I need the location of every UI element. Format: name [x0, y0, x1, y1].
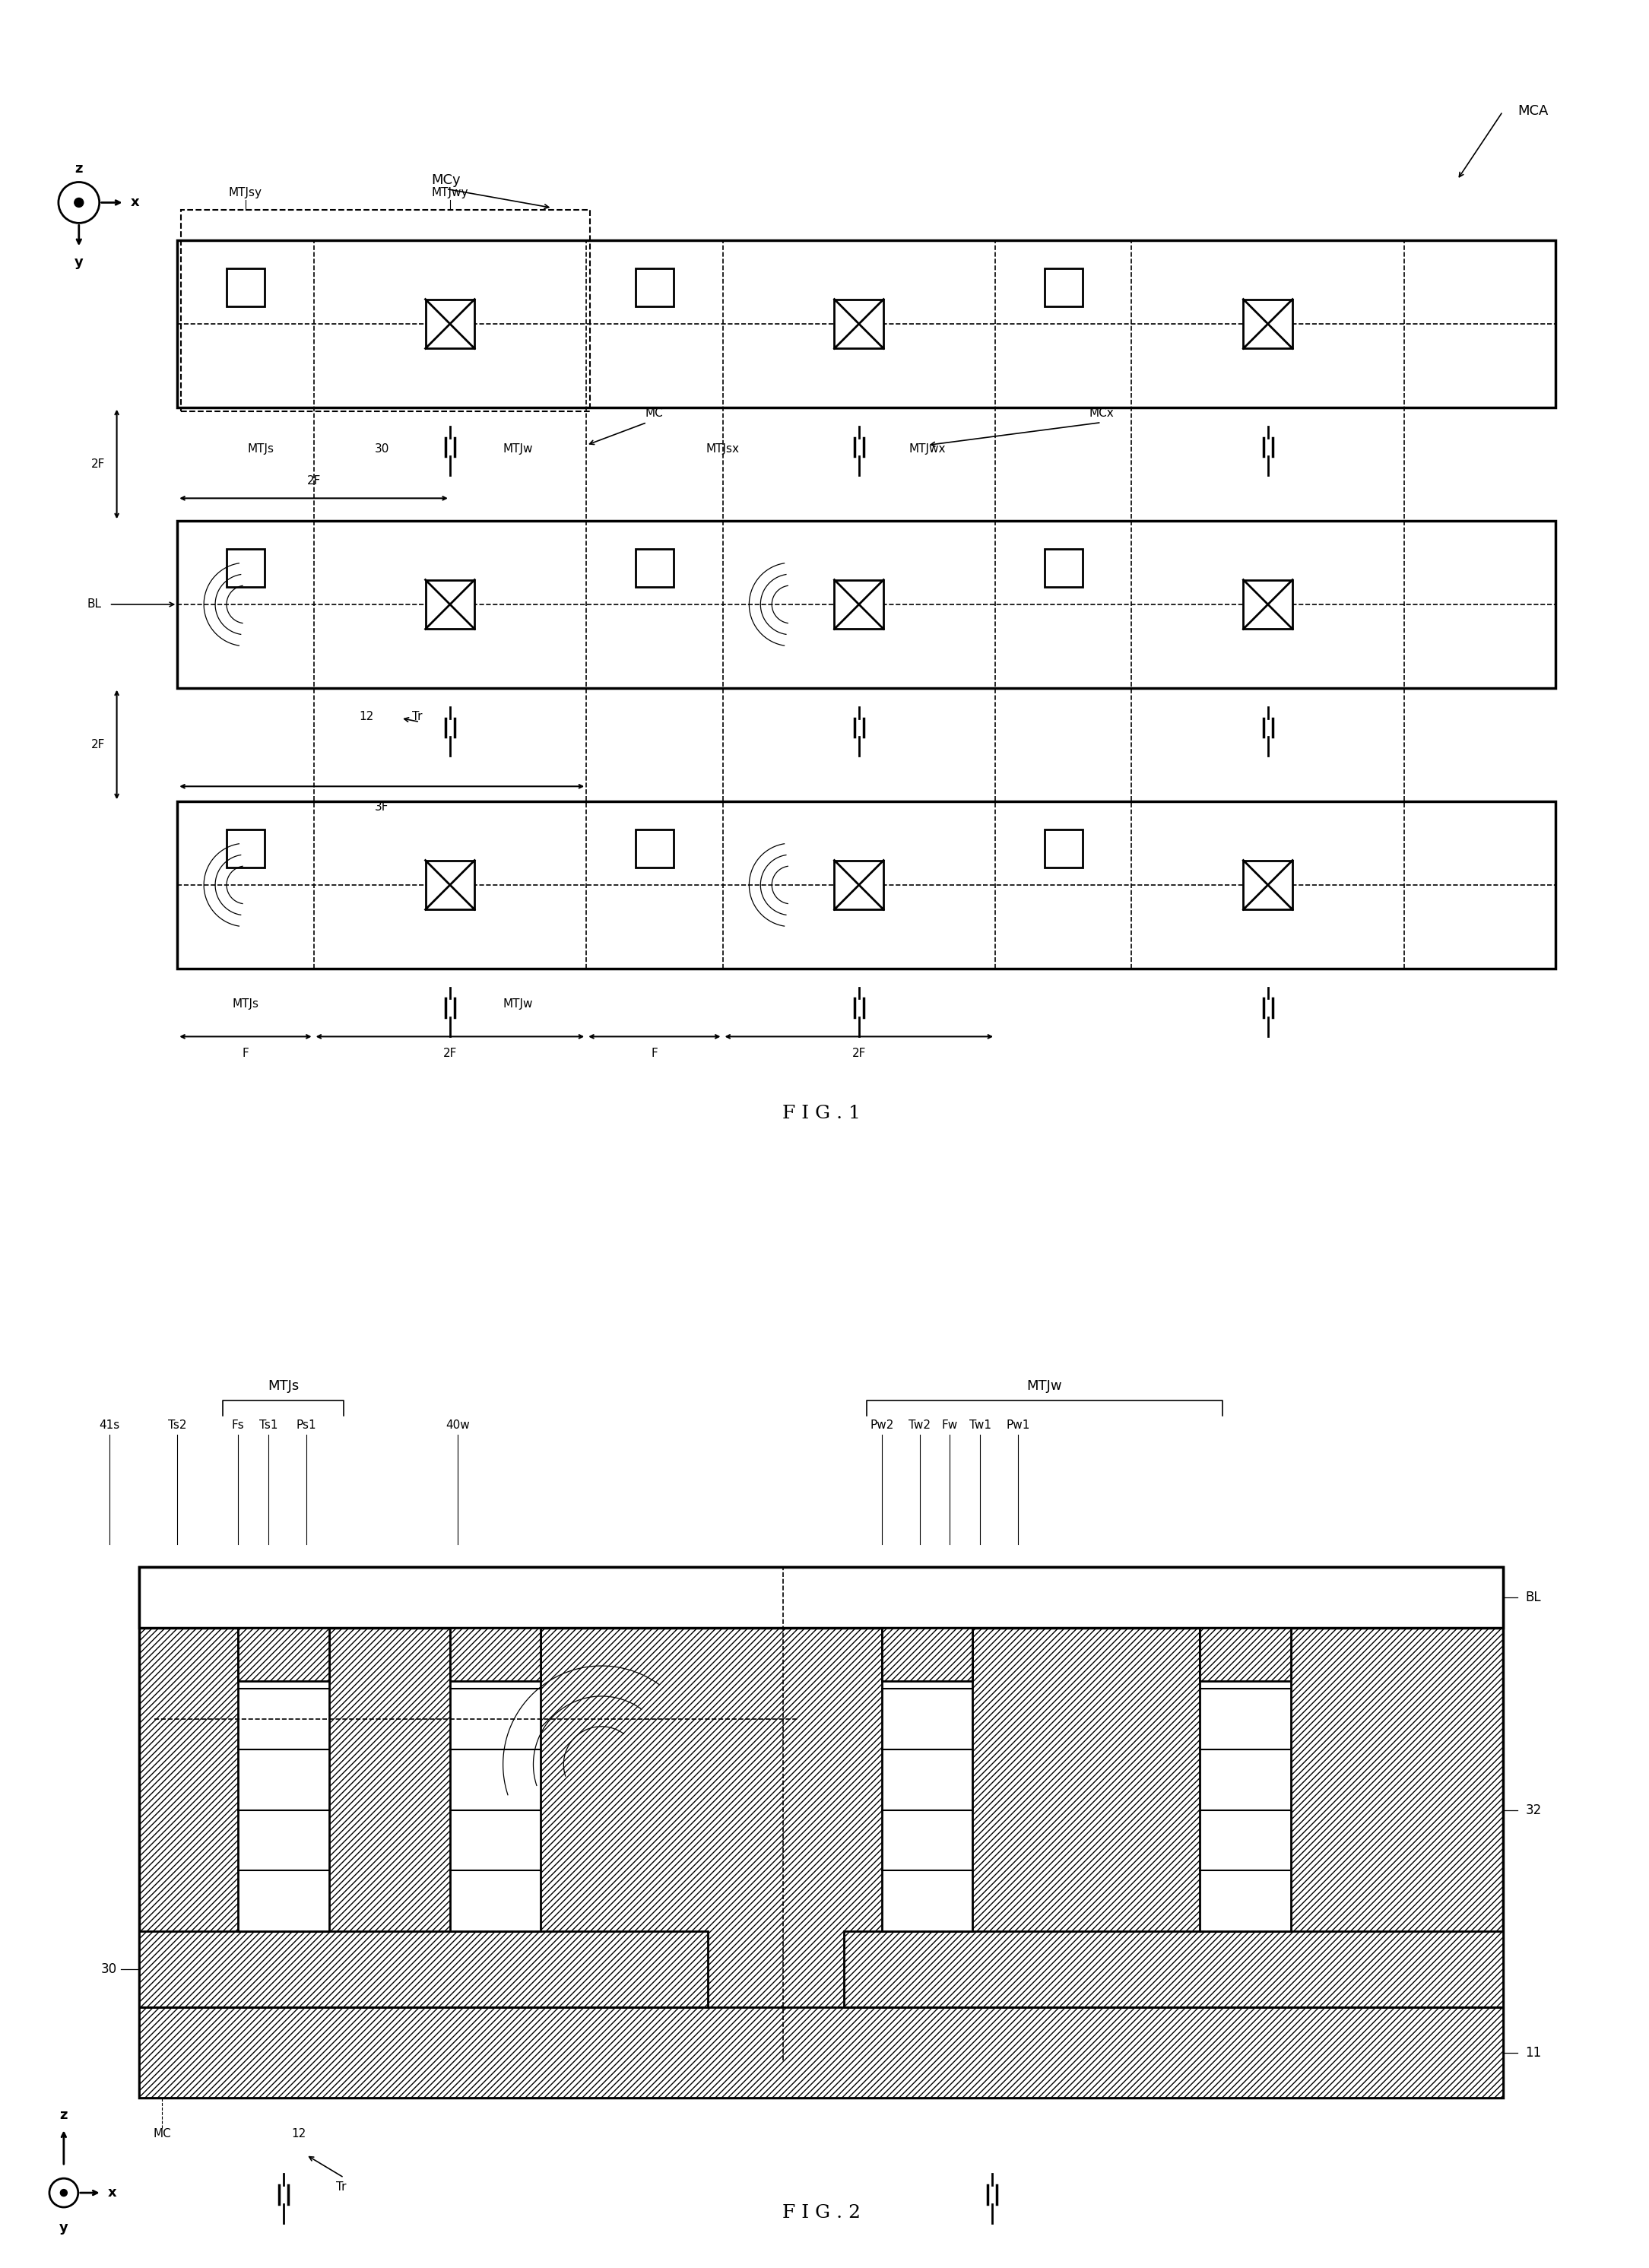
Text: Ts1: Ts1	[259, 1420, 277, 1431]
Bar	[178, 522, 1555, 687]
Text: Ts2: Ts2	[168, 1420, 186, 1431]
Text: MTJwx: MTJwx	[909, 442, 945, 454]
Bar	[834, 299, 884, 349]
Bar	[844, 1932, 1502, 2007]
Bar	[1044, 268, 1082, 306]
Text: 11: 11	[1525, 2046, 1542, 2059]
Text: 2F: 2F	[91, 739, 106, 751]
Bar	[140, 1932, 707, 2007]
Text: 32: 32	[1525, 1803, 1542, 1817]
Bar	[1200, 1628, 1291, 1681]
Bar	[226, 268, 264, 306]
Text: MTJw: MTJw	[503, 442, 533, 454]
Text: MTJsx: MTJsx	[706, 442, 739, 454]
Text: Pw1: Pw1	[1006, 1420, 1031, 1431]
Bar	[178, 240, 1555, 408]
Text: MCy: MCy	[432, 175, 460, 188]
Bar	[425, 581, 475, 628]
Bar	[635, 268, 673, 306]
Text: Ps1: Ps1	[295, 1420, 317, 1431]
Bar	[181, 211, 590, 411]
Bar	[834, 860, 884, 909]
Text: 40w: 40w	[445, 1420, 470, 1431]
Bar	[1200, 1628, 1291, 1681]
Bar	[425, 299, 475, 349]
Bar	[882, 1628, 973, 1681]
Text: 2F: 2F	[307, 476, 320, 488]
Text: MTJw: MTJw	[503, 998, 533, 1009]
Bar	[178, 801, 1555, 968]
Text: BL: BL	[1525, 1590, 1542, 1603]
Bar	[635, 830, 673, 866]
Bar	[635, 549, 673, 587]
Text: MTJwy: MTJwy	[432, 188, 468, 200]
Text: y: y	[59, 2220, 68, 2234]
Text: MTJw: MTJw	[1027, 1379, 1062, 1393]
Bar	[425, 860, 475, 909]
Text: BL: BL	[87, 599, 102, 610]
Bar	[450, 1628, 541, 1932]
Bar	[140, 1567, 1502, 1628]
Bar	[1044, 549, 1082, 587]
Bar	[140, 1932, 707, 2007]
Text: 12: 12	[359, 710, 374, 721]
Text: Tr: Tr	[336, 2182, 346, 2193]
Bar	[844, 1932, 1502, 2007]
Bar	[140, 1567, 1502, 2098]
Text: z: z	[59, 2109, 68, 2123]
Bar	[1200, 1628, 1291, 1932]
Text: MCx: MCx	[1088, 408, 1113, 420]
Text: 2F: 2F	[853, 1048, 866, 1059]
Bar	[1044, 830, 1082, 866]
Bar	[1243, 581, 1293, 628]
Text: Tw2: Tw2	[909, 1420, 930, 1431]
Bar	[237, 1628, 328, 1681]
Text: MC: MC	[645, 408, 663, 420]
Bar	[834, 581, 884, 628]
Text: 2F: 2F	[91, 458, 106, 469]
Bar	[1243, 299, 1293, 349]
Bar	[450, 1628, 541, 1681]
Bar	[226, 830, 264, 866]
Text: MC: MC	[153, 2127, 171, 2139]
Bar	[882, 1628, 973, 1681]
Text: 3F: 3F	[374, 801, 389, 812]
Text: MTJs: MTJs	[247, 442, 274, 454]
Bar	[237, 1628, 328, 1932]
Text: 2F: 2F	[444, 1048, 457, 1059]
Text: F I G . 2: F I G . 2	[782, 2204, 861, 2223]
Bar	[882, 1628, 973, 1932]
Text: 41s: 41s	[99, 1420, 120, 1431]
Text: 12: 12	[292, 2127, 305, 2139]
Text: y: y	[74, 256, 84, 270]
Text: F: F	[651, 1048, 658, 1059]
Bar	[1243, 860, 1293, 909]
Bar	[140, 1567, 1502, 2098]
Text: x: x	[107, 2186, 117, 2200]
Text: Tw1: Tw1	[970, 1420, 991, 1431]
Text: z: z	[74, 161, 82, 175]
Bar	[140, 2007, 1502, 2098]
Text: Fw: Fw	[942, 1420, 958, 1431]
Text: 30: 30	[101, 1962, 117, 1975]
Text: Tr: Tr	[412, 710, 422, 721]
Text: MTJsy: MTJsy	[229, 188, 262, 200]
Circle shape	[61, 2189, 68, 2195]
Text: MTJs: MTJs	[233, 998, 259, 1009]
Bar	[226, 549, 264, 587]
Text: x: x	[130, 195, 139, 209]
Text: MTJs: MTJs	[267, 1379, 298, 1393]
Bar	[450, 1628, 541, 1681]
Text: F: F	[242, 1048, 249, 1059]
Text: F I G . 1: F I G . 1	[782, 1105, 861, 1123]
Text: MCA: MCA	[1517, 104, 1548, 118]
Text: 30: 30	[374, 442, 389, 454]
Text: Pw2: Pw2	[869, 1420, 894, 1431]
Bar	[237, 1628, 328, 1681]
Bar	[140, 2007, 1502, 2098]
Circle shape	[74, 197, 84, 206]
Text: Fs: Fs	[231, 1420, 244, 1431]
